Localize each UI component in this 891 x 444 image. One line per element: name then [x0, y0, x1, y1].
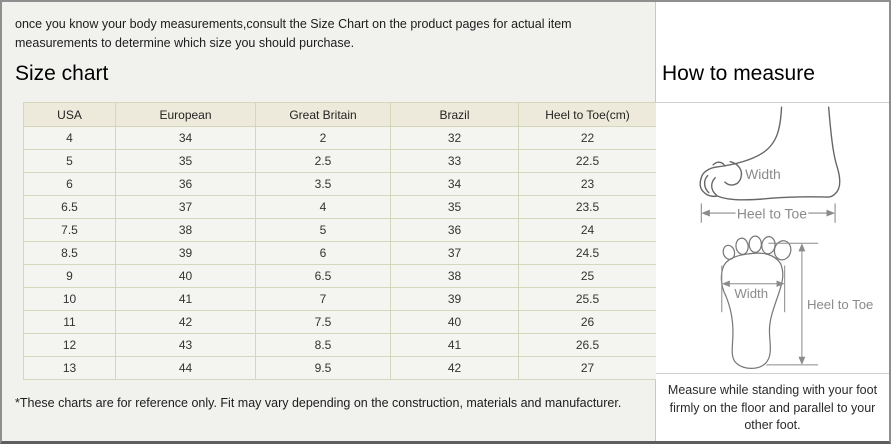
table-row: 6 36 3.5 34 23 [23, 172, 657, 196]
size-cell: 33 [390, 149, 519, 173]
size-cell: 7.5 [255, 310, 391, 334]
size-cell: 7 [255, 287, 391, 311]
size-cell: 8.5 [23, 241, 116, 265]
size-cell: 4 [23, 126, 116, 150]
table-row: 8.5 39 6 37 24.5 [23, 241, 657, 265]
size-cell: 6.5 [255, 264, 391, 288]
size-cell: 43 [115, 333, 256, 357]
table-row: 11 42 7.5 40 26 [23, 310, 657, 334]
size-table-header-row: USA European Great Britain Brazil Heel to To… [23, 102, 657, 127]
size-cell: 22 [518, 126, 657, 150]
reference-footnote: *These charts are for reference only. Fi… [15, 396, 622, 410]
size-column-header: USA [23, 102, 116, 127]
size-cell: 39 [390, 287, 519, 311]
sole-heel-to-toe-label: Heel to Toe [806, 297, 872, 312]
measure-diagrams: Width Heel to Toe [656, 102, 889, 374]
size-cell: 8.5 [255, 333, 391, 357]
size-cell: 38 [390, 264, 519, 288]
size-column-header: Great Britain [255, 102, 391, 127]
size-cell: 35 [390, 195, 519, 219]
size-cell: 5 [255, 218, 391, 242]
size-cell: 25 [518, 264, 657, 288]
table-row: 6.5 37 4 35 23.5 [23, 195, 657, 219]
size-cell: 23 [518, 172, 657, 196]
size-cell: 34 [115, 126, 256, 150]
size-cell: 41 [115, 287, 256, 311]
size-cell: 36 [115, 172, 256, 196]
sole-width-label: Width [734, 286, 768, 301]
size-cell: 36 [390, 218, 519, 242]
size-cell: 41 [390, 333, 519, 357]
measure-instruction-note: Measure while standing with your foot fi… [667, 383, 878, 432]
size-column-header: European [115, 102, 256, 127]
size-column-header: Brazil [390, 102, 519, 127]
size-cell: 13 [23, 356, 116, 380]
size-cell: 2.5 [255, 149, 391, 173]
size-chart-title: Size chart [15, 62, 109, 85]
table-row: 9 40 6.5 38 25 [23, 264, 657, 288]
size-cell: 34 [390, 172, 519, 196]
table-row: 13 44 9.5 42 27 [23, 356, 657, 380]
size-table-body: 4 34 2 32 22 5 35 2.5 33 22.5 6 36 3.5 34 23 6.5 37 4 35 23… [23, 126, 657, 380]
side-heel-to-toe-label: Heel to Toe [736, 205, 806, 221]
intro-text: once you know your body measurements,con… [15, 17, 572, 51]
size-conversion-table: USA European Great Britain Brazil Heel to To… [23, 102, 657, 380]
table-row: 5 35 2.5 33 22.5 [23, 149, 657, 173]
size-cell: 42 [390, 356, 519, 380]
size-cell: 12 [23, 333, 116, 357]
size-cell: 42 [115, 310, 256, 334]
how-to-measure-panel: How to measure Width [656, 2, 889, 441]
foot-sole-view-icon: Width Heel to Toe [720, 235, 873, 369]
size-cell: 9 [23, 264, 116, 288]
size-cell: 32 [390, 126, 519, 150]
size-cell: 25.5 [518, 287, 657, 311]
size-cell: 10 [23, 287, 116, 311]
size-cell: 3.5 [255, 172, 391, 196]
size-cell: 26.5 [518, 333, 657, 357]
size-cell: 11 [23, 310, 116, 334]
how-to-measure-title: How to measure [662, 62, 815, 85]
size-cell: 6 [23, 172, 116, 196]
size-chart-panel: once you know your body measurements,con… [2, 2, 657, 441]
table-row: 4 34 2 32 22 [23, 126, 657, 150]
size-cell: 38 [115, 218, 256, 242]
size-cell: 6.5 [23, 195, 116, 219]
size-cell: 2 [255, 126, 391, 150]
size-cell: 40 [390, 310, 519, 334]
size-cell: 37 [115, 195, 256, 219]
size-cell: 6 [255, 241, 391, 265]
size-column-header: Heel to Toe(cm) [518, 102, 657, 127]
size-cell: 44 [115, 356, 256, 380]
foot-side-view-icon: Width Heel to Toe [699, 106, 840, 223]
size-cell: 37 [390, 241, 519, 265]
size-cell: 23.5 [518, 195, 657, 219]
size-cell: 7.5 [23, 218, 116, 242]
table-row: 7.5 38 5 36 24 [23, 218, 657, 242]
size-cell: 24 [518, 218, 657, 242]
size-cell: 4 [255, 195, 391, 219]
table-row: 12 43 8.5 41 26.5 [23, 333, 657, 357]
size-cell: 24.5 [518, 241, 657, 265]
size-cell: 40 [115, 264, 256, 288]
size-cell: 5 [23, 149, 116, 173]
size-cell: 22.5 [518, 149, 657, 173]
table-row: 10 41 7 39 25.5 [23, 287, 657, 311]
size-cell: 9.5 [255, 356, 391, 380]
size-cell: 27 [518, 356, 657, 380]
size-cell: 35 [115, 149, 256, 173]
side-width-label: Width [745, 166, 781, 182]
size-cell: 39 [115, 241, 256, 265]
size-cell: 26 [518, 310, 657, 334]
